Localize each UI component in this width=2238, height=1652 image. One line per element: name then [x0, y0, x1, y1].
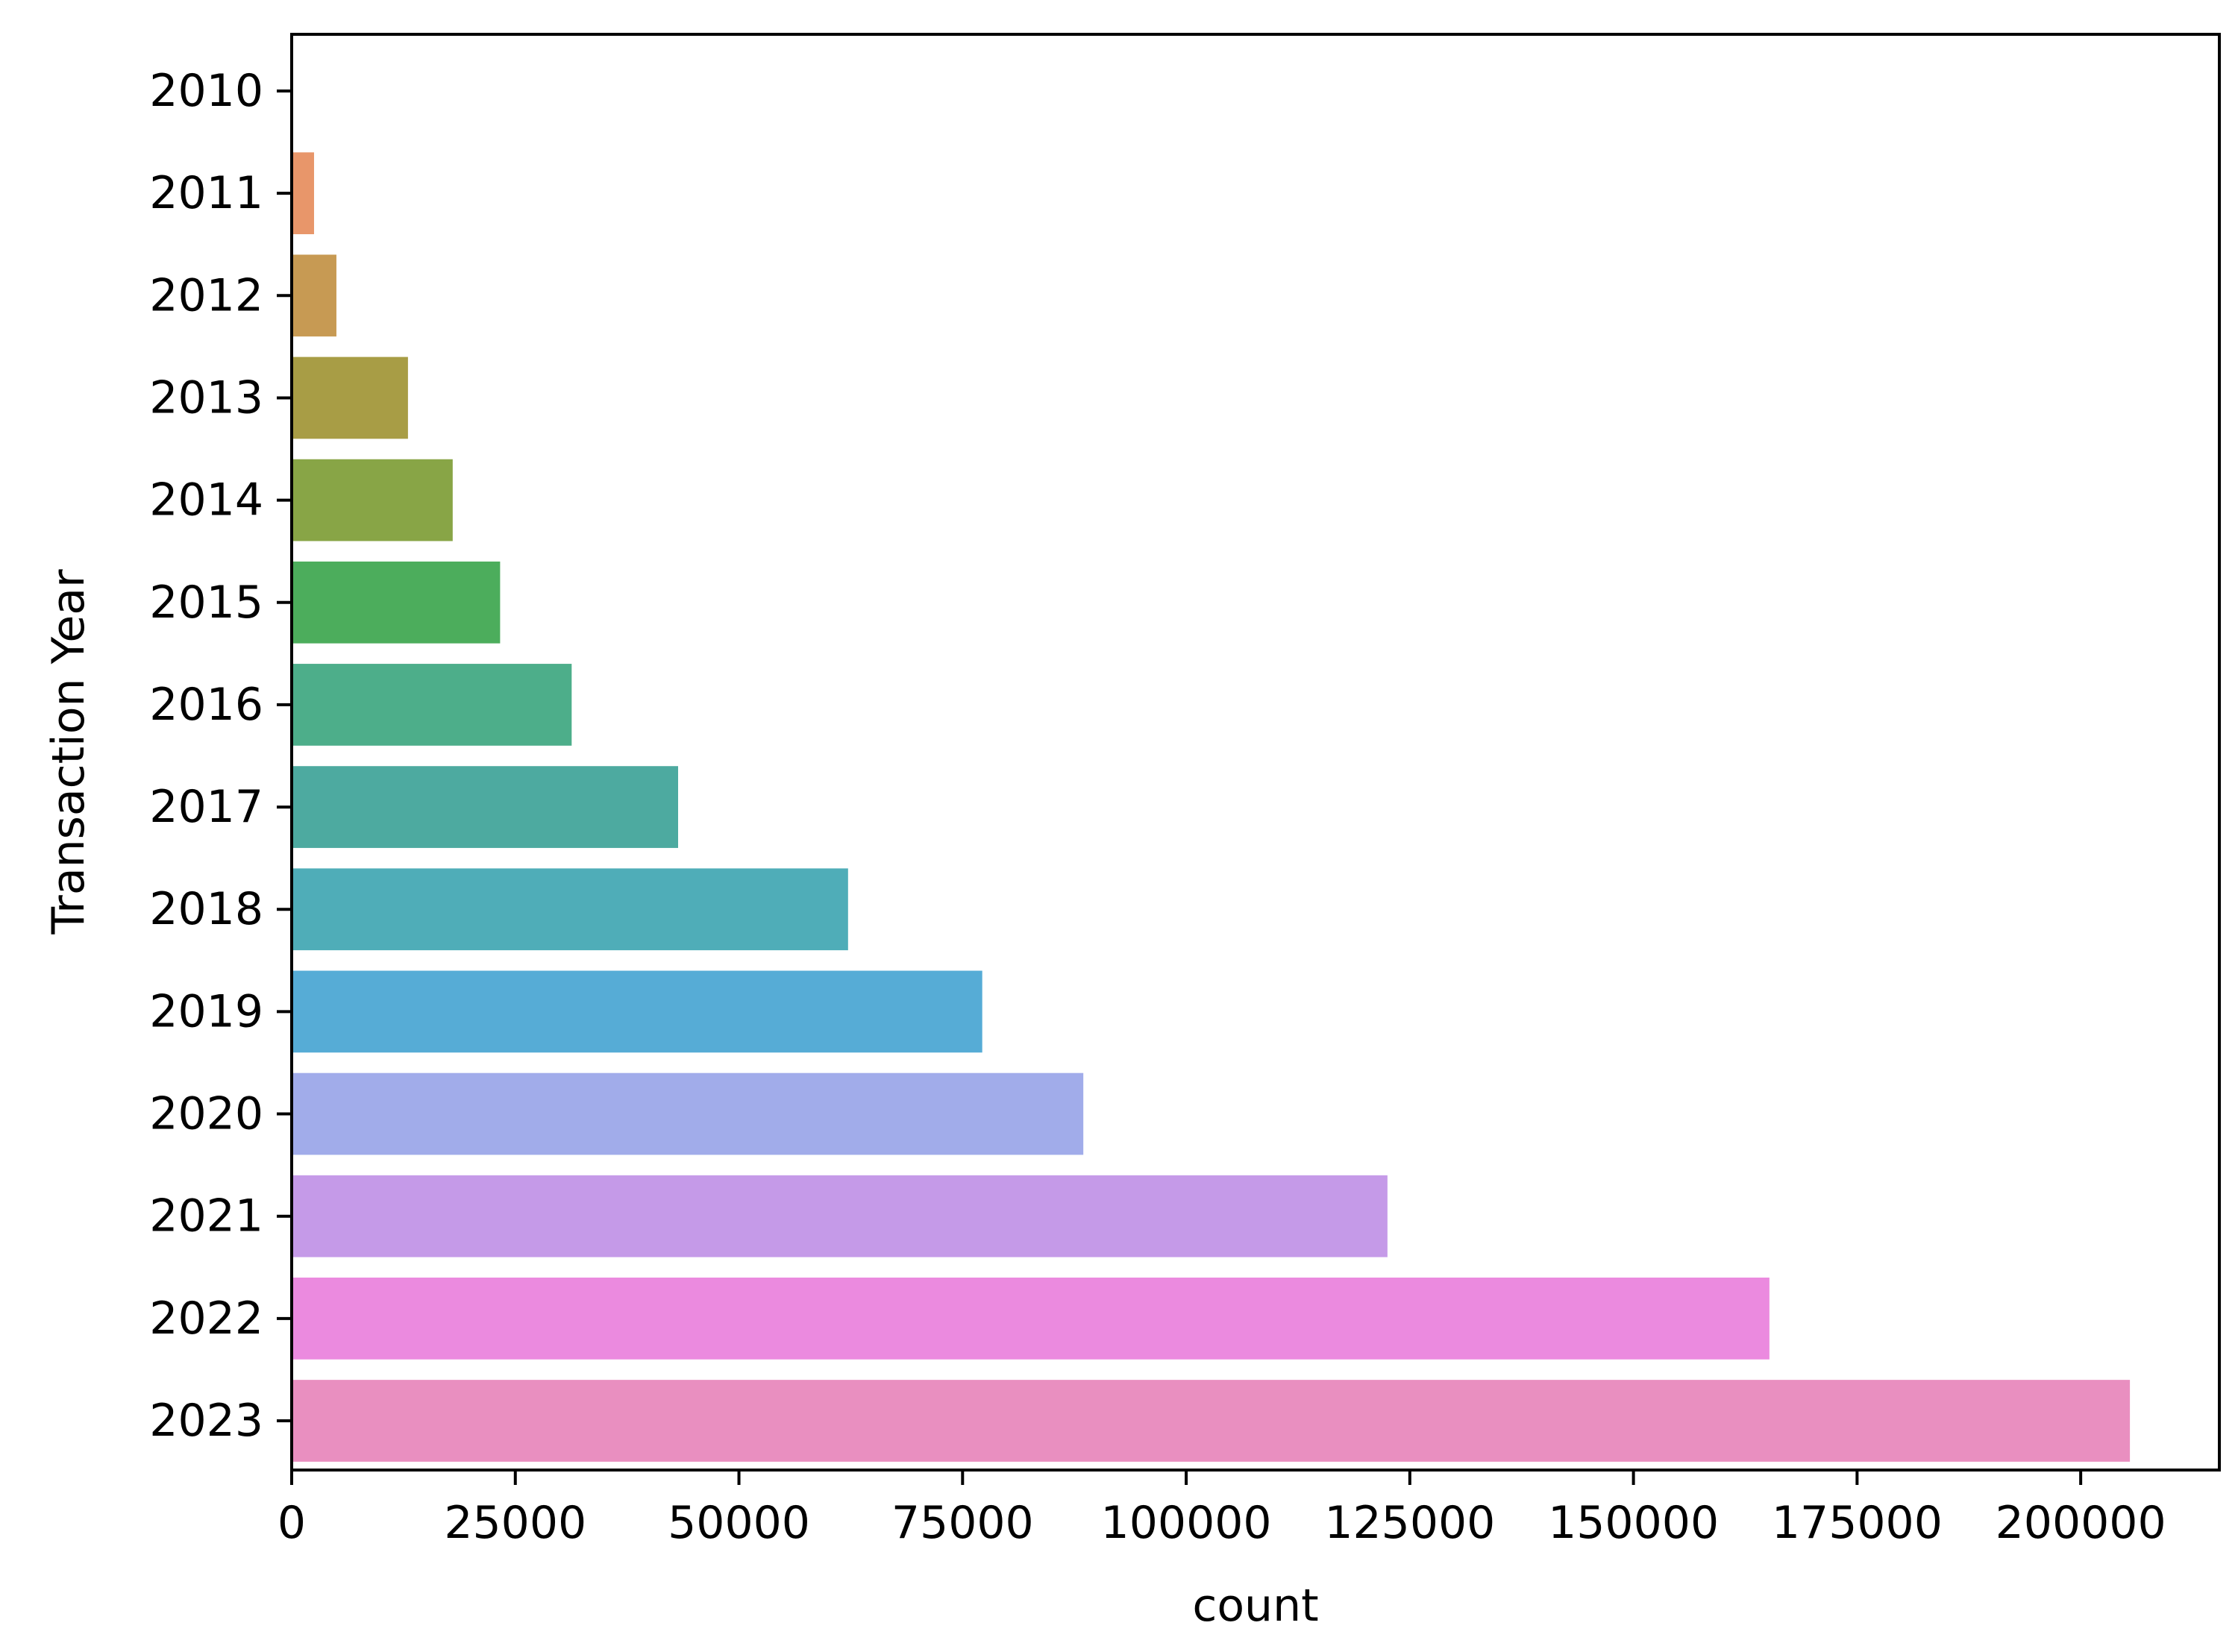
- y-axis-ticks: 2010 2011 2012 2013 2014 2015 2016 2017 2018 2019…: [149, 65, 292, 1447]
- x-tick-label-0: 0: [278, 1497, 306, 1549]
- x-tick-label-150000: 150000: [1548, 1497, 1719, 1549]
- y-tick-label-2012: 2012: [149, 269, 263, 321]
- x-tick-label-50000: 50000: [668, 1497, 810, 1549]
- x-tick-label-125000: 125000: [1324, 1497, 1495, 1549]
- bars-group: [292, 50, 2131, 1462]
- y-tick-label-2016: 2016: [149, 679, 263, 731]
- x-tick-label-75000: 75000: [891, 1497, 1034, 1549]
- x-tick-label-200000: 200000: [1996, 1497, 2166, 1549]
- plot-frame: [290, 33, 2221, 1472]
- y-tick-label-2014: 2014: [149, 474, 263, 527]
- x-axis-ticks: 0 25000 50000 75000 100000 125000 150000 175000…: [278, 1470, 2166, 1549]
- y-tick-label-2018: 2018: [149, 883, 263, 935]
- y-tick-label-2013: 2013: [149, 371, 263, 424]
- y-tick-label-2010: 2010: [149, 65, 263, 117]
- y-tick-label-2011: 2011: [149, 167, 263, 219]
- bar-2022: [292, 1277, 1770, 1360]
- bar-2021: [292, 1175, 1388, 1257]
- bar-2015: [292, 561, 501, 644]
- y-axis-label: Transaction Year: [43, 569, 95, 935]
- y-tick-label-2023: 2023: [149, 1395, 263, 1447]
- y-tick-label-2022: 2022: [149, 1293, 263, 1345]
- x-tick-label-175000: 175000: [1772, 1497, 1943, 1549]
- bar-2013: [292, 357, 408, 439]
- bar-2023: [292, 1380, 2131, 1462]
- bar-2016: [292, 664, 572, 746]
- bar-2019: [292, 970, 982, 1053]
- bar-2014: [292, 459, 453, 541]
- bar-2012: [292, 254, 336, 337]
- y-tick-label-2020: 2020: [149, 1088, 263, 1140]
- y-tick-label-2019: 2019: [149, 985, 263, 1037]
- y-tick-label-2017: 2017: [149, 781, 263, 833]
- bar-2017: [292, 766, 678, 848]
- x-axis-label: count: [1192, 1580, 1318, 1632]
- bar-2011: [292, 152, 314, 235]
- x-tick-label-25000: 25000: [444, 1497, 586, 1549]
- x-tick-label-100000: 100000: [1101, 1497, 1272, 1549]
- bar-2018: [292, 868, 848, 951]
- y-tick-label-2015: 2015: [149, 577, 263, 629]
- y-tick-label-2021: 2021: [149, 1190, 263, 1243]
- bar-2020: [292, 1072, 1084, 1155]
